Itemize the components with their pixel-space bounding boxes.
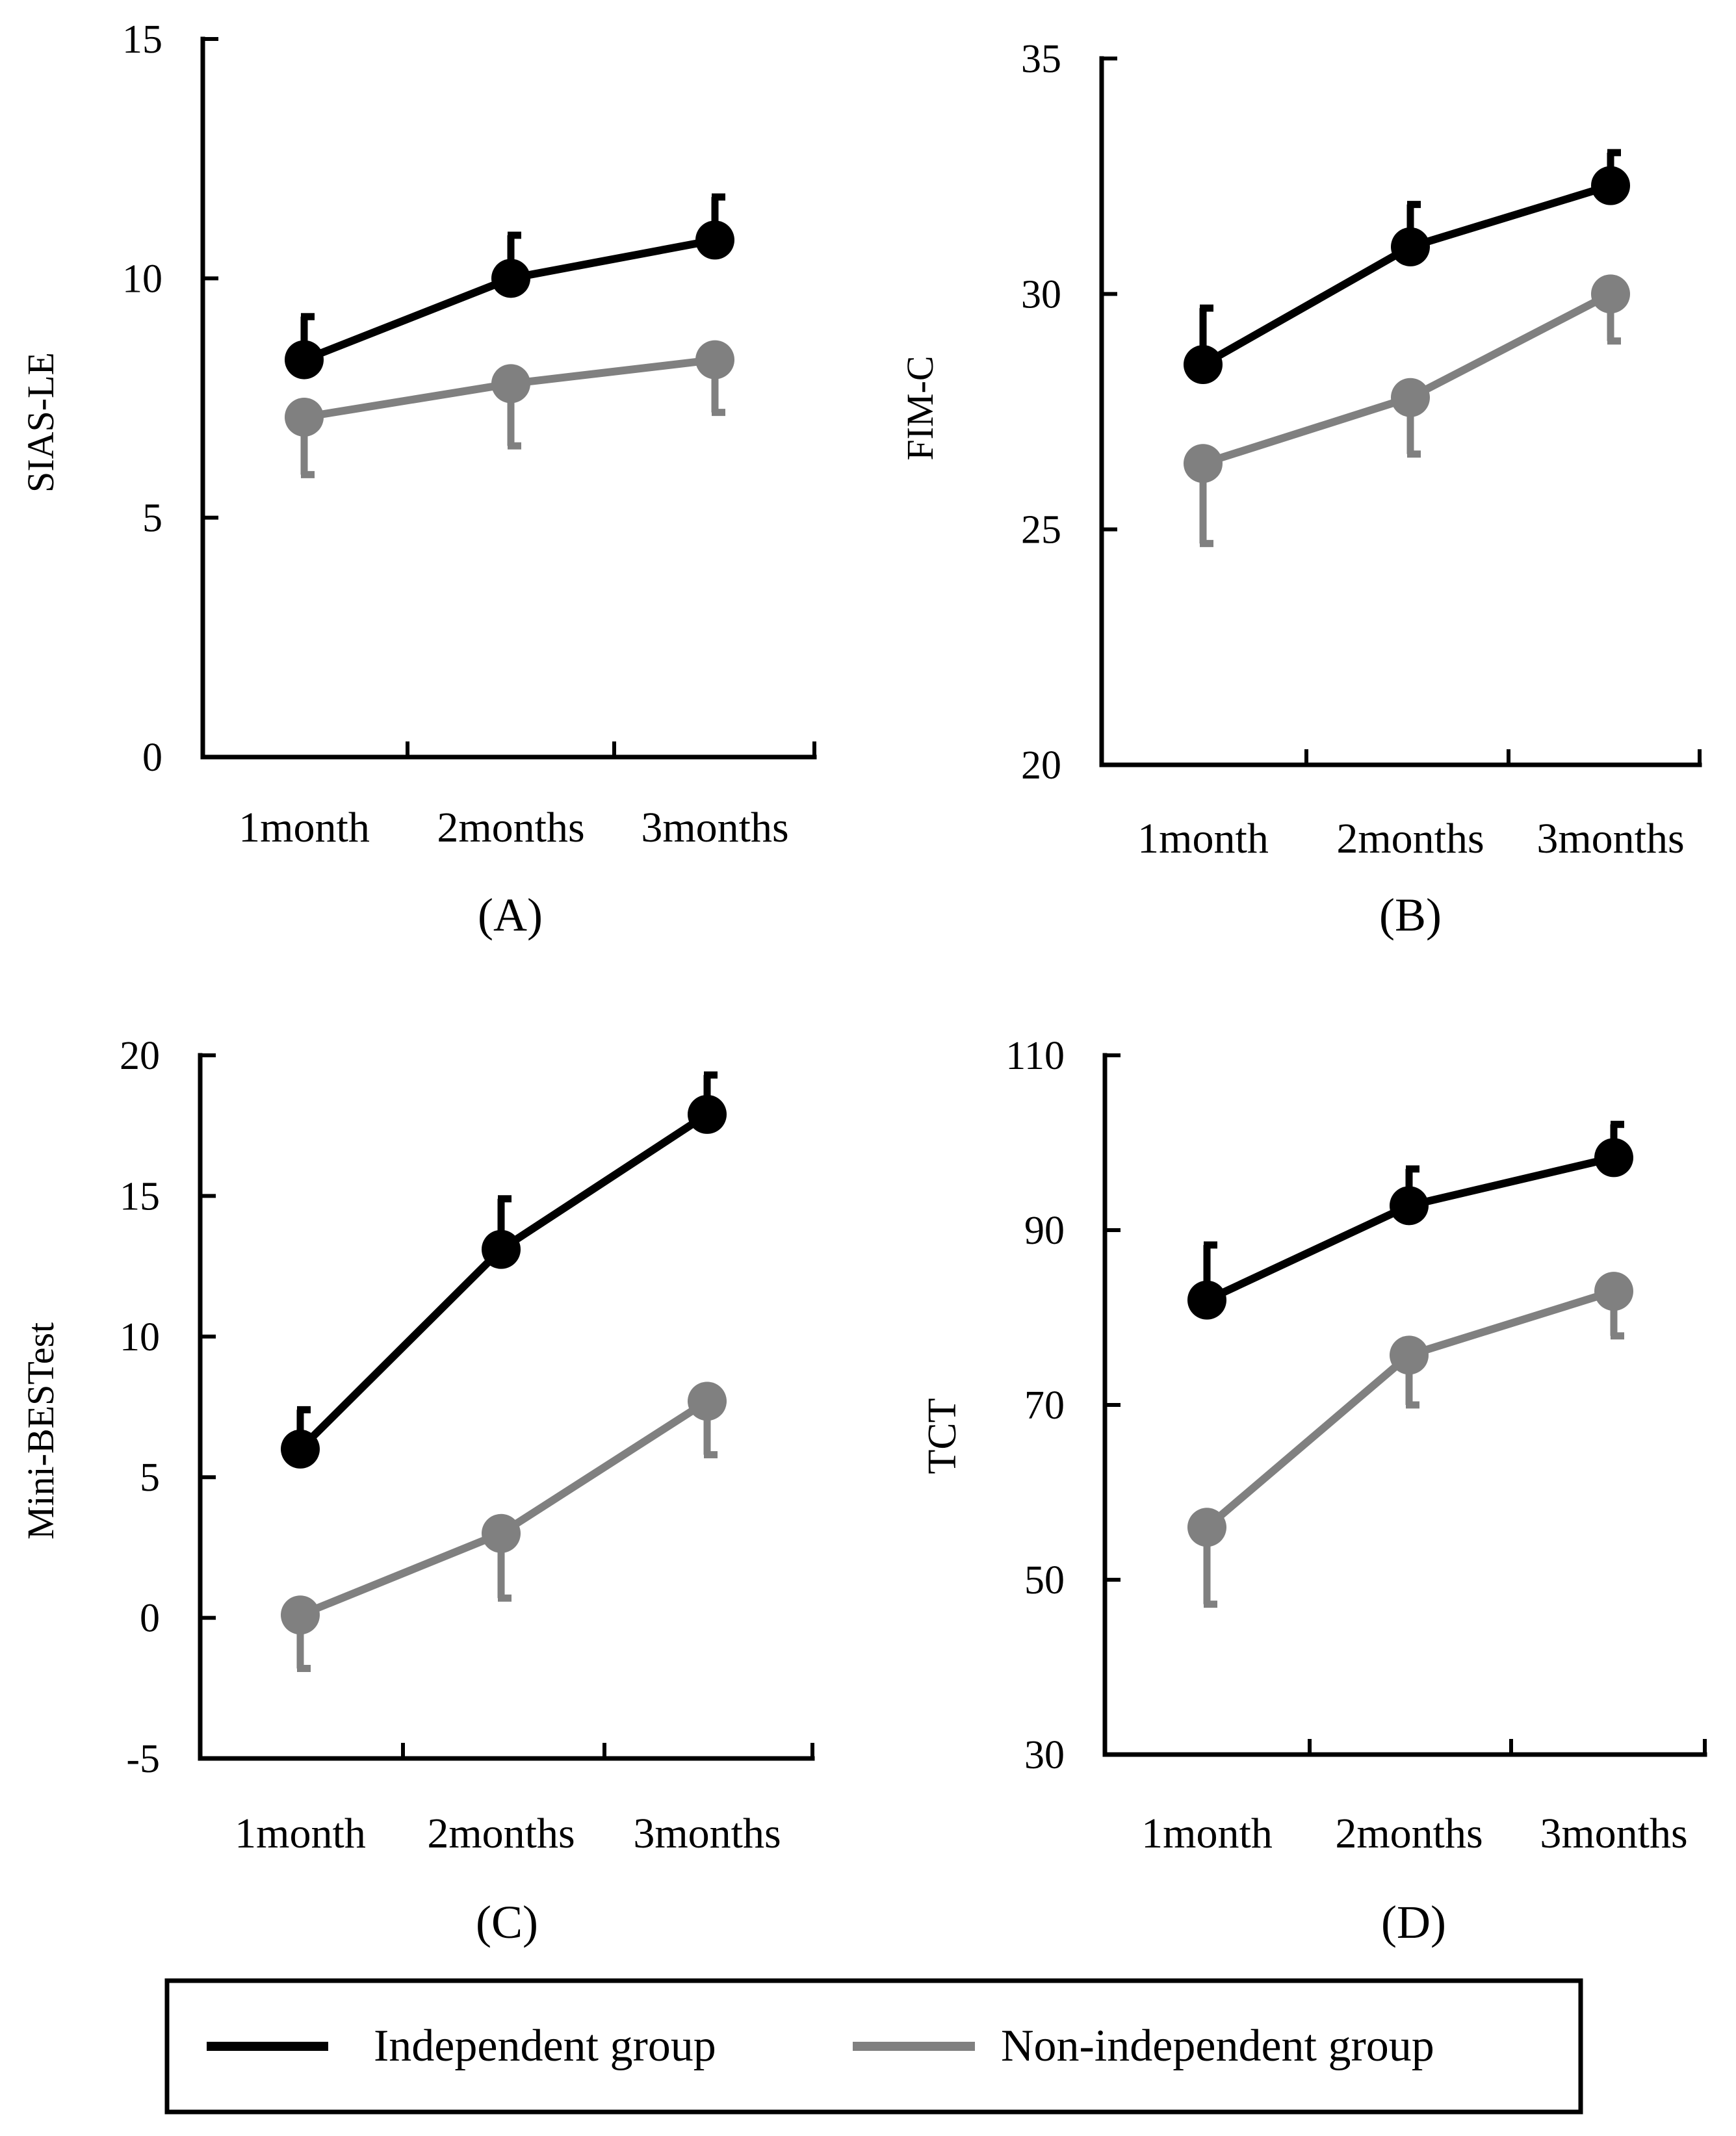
panel-a-x-tick-label: 3months — [641, 804, 788, 851]
panel-a-y-tick-label: 10 — [122, 257, 162, 301]
panel-d-ylabel: TCT — [920, 1398, 965, 1474]
legend-box — [164, 1978, 1583, 2115]
panel-d-non-independent-line — [1204, 1287, 1615, 1530]
panel-b-y-tick-label: 25 — [1021, 508, 1061, 552]
panel-b-x-tick-label: 1month — [1137, 815, 1269, 862]
panel-d-y-tick-label: 90 — [1024, 1209, 1065, 1253]
panel-d-y-tick-label: 110 — [1005, 1034, 1065, 1078]
panel-c-non-independent-point — [281, 1595, 320, 1635]
panel-d-independent-point — [1390, 1186, 1429, 1226]
panel-d-x-tick-label: 3months — [1540, 1810, 1687, 1857]
panel-b-y-tick-label: 35 — [1021, 37, 1061, 81]
panel-c-independent-line — [297, 1111, 710, 1452]
panel-a-y-tick-label: 5 — [142, 496, 162, 541]
panel-b-x-tick-label: 2months — [1336, 815, 1484, 862]
panel-c-y-tick-label: 5 — [140, 1456, 160, 1500]
panel-c: Mini-BESTest (C) — [19, 1322, 538, 1948]
panel-d-y-tick-label: 70 — [1024, 1383, 1065, 1428]
panel-b-non-independent-point — [1391, 378, 1430, 417]
panel-b: FIM-C (B) — [899, 355, 1442, 941]
panel-b-x-tick-label: 3months — [1536, 815, 1684, 862]
panel-b-independent-point — [1184, 345, 1223, 385]
panel-d-independent-point — [1594, 1138, 1633, 1177]
panel-d: TCT (D) — [920, 1398, 1446, 1948]
panel-c-non-independent-point — [482, 1513, 521, 1553]
panel-a-y-tick-label: 0 — [142, 736, 162, 780]
panel-b-y-tick-label: 20 — [1021, 743, 1061, 788]
panel-c-independent-point — [482, 1229, 521, 1269]
panel-c-ylabel: Mini-BESTest — [19, 1322, 62, 1539]
panel-c-y-tick-label: 20 — [120, 1034, 160, 1078]
panel-a-independent-point — [491, 259, 530, 298]
panel-d-non-independent-point — [1390, 1335, 1429, 1375]
panel-b-non-independent-point — [1184, 444, 1223, 483]
legend: Independent group Non-independent group — [164, 1978, 1583, 2115]
panel-b-non-independent-point — [1591, 274, 1630, 314]
panel-a-x-tick-label: 1month — [239, 804, 370, 851]
panel-d-y-tick-label: 30 — [1024, 1733, 1065, 1777]
panel-c-independent-point — [281, 1429, 320, 1469]
panel-b-y-tick-label: 30 — [1021, 272, 1061, 316]
panel-a: SIAS-LE (A) — [19, 352, 543, 941]
panel-c-non-independent-point — [688, 1382, 727, 1421]
panel-c-independent-point — [688, 1094, 727, 1134]
panel-d-y-tick-label: 50 — [1024, 1558, 1065, 1602]
panel-a-non-independent-point — [285, 397, 324, 437]
panel-b-label: (B) — [1379, 889, 1442, 941]
panel-a-label: (A) — [478, 889, 543, 941]
panel-d-independent-point — [1187, 1280, 1226, 1320]
panel-b-independent-point — [1391, 227, 1430, 266]
panel-c-y-tick-label: 0 — [140, 1597, 160, 1641]
panel-d-non-independent-point — [1594, 1272, 1633, 1311]
panel-b-independent-point — [1591, 166, 1630, 205]
panel-c-label: (C) — [476, 1896, 538, 1948]
panel-c-y-tick-label: 10 — [120, 1315, 160, 1359]
panel-d-x-tick-label: 2months — [1335, 1810, 1483, 1857]
panel-d-x-tick-label: 1month — [1141, 1810, 1273, 1857]
panel-a-non-independent-point — [491, 364, 530, 404]
panel-a-x-tick-label: 2months — [437, 804, 584, 851]
panel-a-ylabel: SIAS-LE — [19, 352, 62, 493]
panel-d-label: (D) — [1381, 1896, 1446, 1948]
panel-a-independent-point — [695, 220, 734, 260]
panel-c-x-tick-label: 2months — [427, 1810, 575, 1857]
panel-c-x-tick-label: 1month — [235, 1810, 366, 1857]
panel-c-x-tick-label: 3months — [633, 1810, 781, 1857]
panel-a-independent-point — [285, 340, 324, 380]
panel-c-y-tick-label: 15 — [120, 1174, 160, 1218]
panel-b-ylabel: FIM-C — [899, 355, 941, 460]
legend-label-non-independent: Non-independent group — [1001, 2021, 1434, 2071]
chart-marks: 0 5 10 15 1month 2months 3months 20 25 30 35 1month… — [120, 18, 1707, 1857]
panel-a-non-independent-point — [695, 340, 734, 380]
panel-a-y-tick-label: 15 — [122, 18, 162, 62]
panel-d-non-independent-point — [1187, 1508, 1226, 1547]
panel-c-y-tick-label: -5 — [126, 1737, 160, 1781]
legend-label-independent: Independent group — [374, 2021, 716, 2071]
